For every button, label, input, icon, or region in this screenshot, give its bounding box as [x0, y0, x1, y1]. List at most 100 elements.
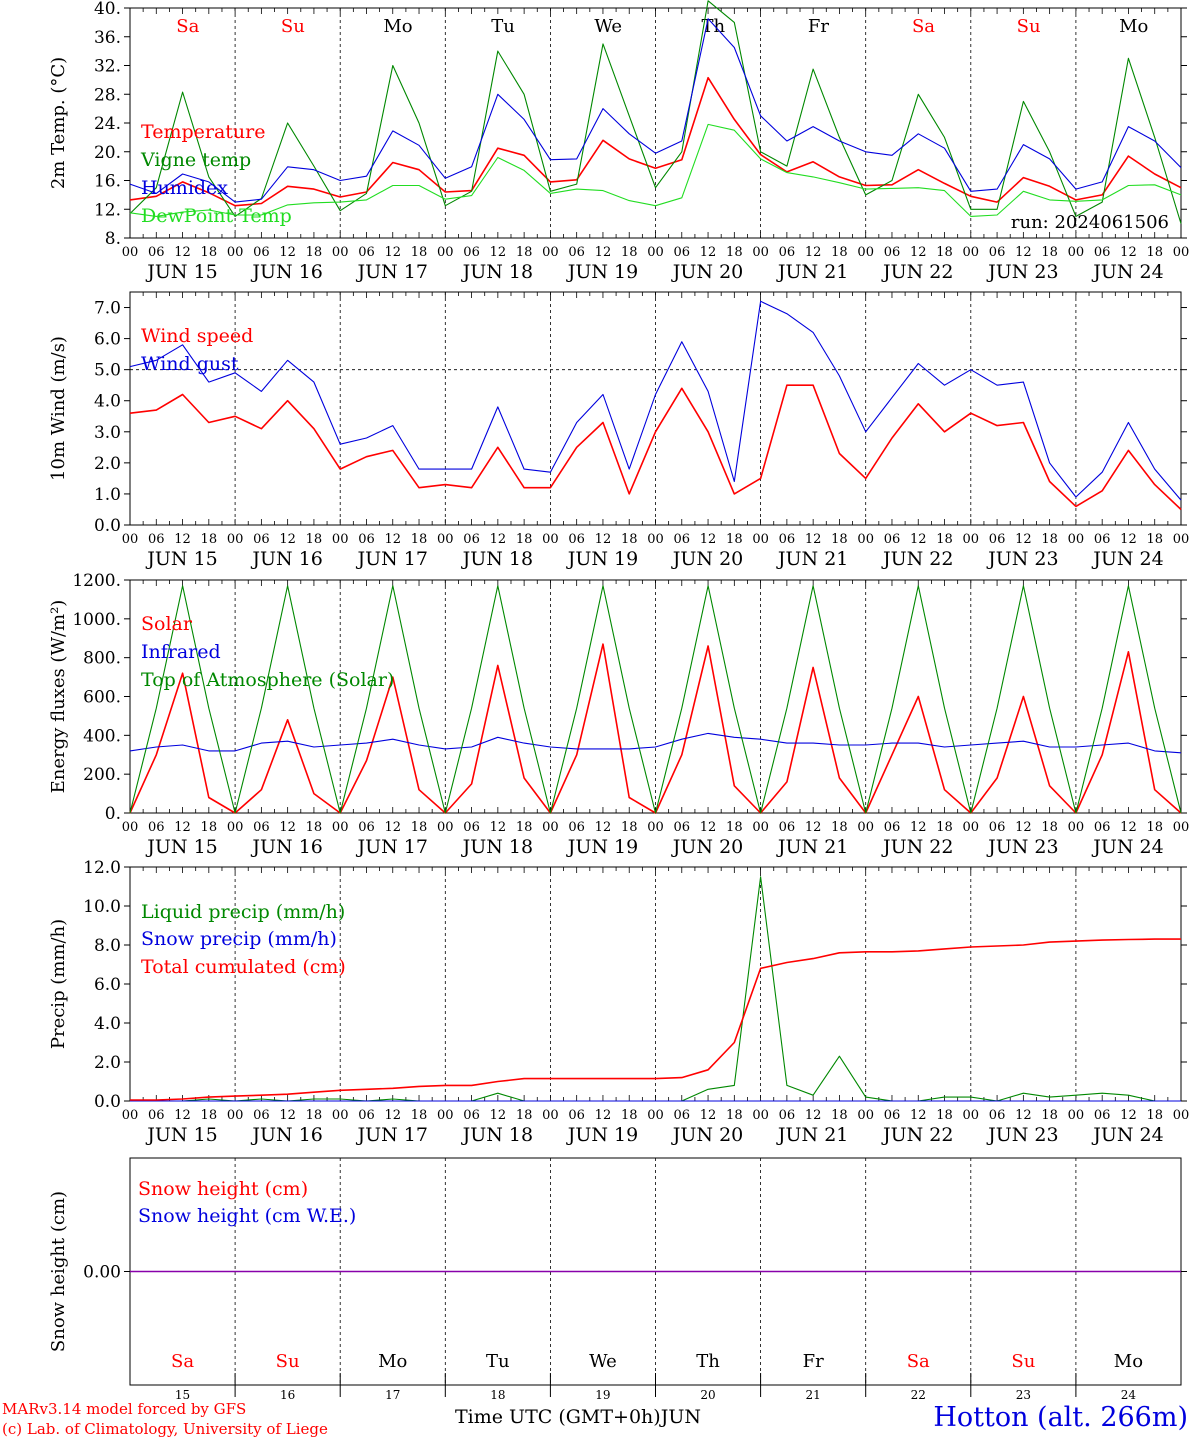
hour-tick-label: 12	[595, 820, 612, 835]
legend-entry: Wind speed	[141, 325, 253, 347]
date-tick-label: JUN 19	[566, 548, 638, 570]
hour-tick-label: 00	[963, 1108, 980, 1123]
day-number-label: 20	[700, 1388, 715, 1402]
hour-tick-label: 18	[1146, 1108, 1163, 1123]
hour-tick-label: 18	[201, 245, 218, 260]
hour-tick-label: 00	[437, 820, 454, 835]
hour-tick-label: 12	[910, 1108, 927, 1123]
series-line-3	[129, 18, 1182, 203]
time-axis-label: Time UTC (GMT+0h)JUN	[455, 1406, 701, 1428]
weekday-label: Tu	[491, 16, 515, 37]
hour-tick-label: 12	[174, 532, 191, 547]
hour-tick-label: 06	[674, 1108, 691, 1123]
legend-entry: Snow precip (mm/h)	[141, 928, 337, 950]
date-tick-label: JUN 19	[566, 261, 638, 283]
hour-tick-label: 18	[201, 532, 218, 547]
weekday-label: We	[589, 1351, 617, 1372]
hour-tick-label: 06	[1094, 1108, 1111, 1123]
date-tick-label: JUN 20	[671, 261, 743, 283]
hour-tick-label: 00	[122, 1108, 139, 1123]
hour-tick-label: 12	[279, 1108, 296, 1123]
hour-tick-label: 12	[595, 532, 612, 547]
hour-tick-label: 12	[805, 245, 822, 260]
series-line-3	[130, 938, 1181, 1101]
hour-tick-label: 06	[884, 820, 901, 835]
hour-tick-label: 06	[463, 820, 480, 835]
hour-tick-label: 00	[647, 820, 664, 835]
hour-tick-label: 18	[936, 245, 953, 260]
hour-tick-label: 18	[1041, 820, 1058, 835]
date-tick-label: JUN 18	[461, 261, 533, 283]
y-axis-label: 10m Wind (m/s)	[48, 336, 69, 481]
hour-tick-label: 12	[279, 532, 296, 547]
y-tick-label: 1000.	[72, 610, 121, 630]
y-tick-label: 0.0	[94, 1092, 121, 1112]
date-tick-label: JUN 16	[250, 836, 322, 858]
date-tick-label: JUN 15	[145, 548, 217, 570]
y-tick-label: 200.	[83, 765, 121, 785]
legend-entry: Snow height (cm W.E.)	[138, 1205, 356, 1227]
hour-tick-label: 06	[463, 1108, 480, 1123]
hour-tick-label: 12	[700, 245, 717, 260]
legend-entry: Temperature	[141, 121, 265, 143]
y-tick-label: 5.0	[94, 361, 121, 381]
hour-tick-label: 18	[831, 820, 848, 835]
day-number-label: 15	[175, 1388, 190, 1402]
hour-tick-label: 12	[595, 245, 612, 260]
hour-tick-label: 12	[384, 245, 401, 260]
hour-tick-label: 18	[831, 1108, 848, 1123]
hour-tick-label: 06	[358, 245, 375, 260]
date-tick-label: JUN 15	[145, 1124, 217, 1146]
legend-entry: Humidex	[141, 177, 228, 199]
hour-tick-label: 18	[726, 532, 743, 547]
weekday-label: Sa	[176, 16, 199, 37]
hour-tick-label: 06	[358, 1108, 375, 1123]
hour-tick-label: 12	[805, 1108, 822, 1123]
hour-tick-label: 06	[568, 1108, 585, 1123]
hour-tick-label: 18	[516, 820, 533, 835]
hour-tick-label: 12	[384, 820, 401, 835]
y-tick-label: 800.	[83, 649, 121, 669]
weekday-label: Mo	[1119, 16, 1148, 37]
hour-tick-label: 00	[1068, 245, 1085, 260]
date-tick-label: JUN 20	[671, 836, 743, 858]
hour-tick-label: 12	[700, 532, 717, 547]
model-credit: MARv3.14 model forced by GFS	[2, 1400, 247, 1418]
hour-tick-label: 12	[805, 532, 822, 547]
hour-tick-label: 12	[1120, 820, 1137, 835]
date-tick-label: JUN 24	[1091, 261, 1163, 283]
weekday-label: Tu	[486, 1351, 510, 1372]
hour-tick-label: 18	[201, 1108, 218, 1123]
legend-entry: Total cumulated (cm)	[141, 956, 346, 978]
y-tick-label: 0.0	[94, 516, 121, 536]
hour-tick-label: 18	[306, 1108, 323, 1123]
y-tick-label: 32.	[94, 57, 121, 77]
date-tick-label: JUN 21	[776, 836, 848, 858]
hour-tick-label: 00	[647, 1108, 664, 1123]
y-tick-label: 28.	[94, 85, 121, 105]
weekday-label: Fr	[808, 16, 829, 37]
hour-tick-label: 00	[1173, 820, 1190, 835]
hour-tick-label: 12	[279, 820, 296, 835]
y-tick-label: 4.0	[94, 392, 121, 412]
hour-tick-label: 12	[700, 820, 717, 835]
y-axis-label: Precip (mm/h)	[48, 919, 69, 1049]
date-tick-label: JUN 22	[881, 1124, 953, 1146]
hour-tick-label: 12	[910, 245, 927, 260]
legend-entry: Vigne temp	[140, 149, 251, 171]
hour-tick-label: 18	[1146, 532, 1163, 547]
date-tick-label: JUN 23	[986, 1124, 1058, 1146]
date-tick-label: JUN 23	[986, 261, 1058, 283]
hour-tick-label: 18	[936, 532, 953, 547]
day-number-label: 18	[490, 1388, 505, 1402]
hour-tick-label: 12	[490, 1108, 507, 1123]
hour-tick-label: 12	[490, 532, 507, 547]
hour-tick-label: 12	[174, 245, 191, 260]
hour-tick-label: 06	[358, 820, 375, 835]
hour-tick-label: 06	[989, 1108, 1006, 1123]
date-tick-label: JUN 23	[986, 548, 1058, 570]
hour-tick-label: 18	[1146, 245, 1163, 260]
hour-tick-label: 00	[1068, 1108, 1085, 1123]
hour-tick-label: 06	[1094, 820, 1111, 835]
